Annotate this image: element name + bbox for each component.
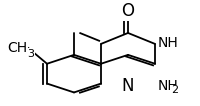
Text: O: O (122, 2, 134, 20)
Text: N: N (122, 77, 134, 95)
Text: NH: NH (158, 79, 179, 93)
Text: 3: 3 (28, 49, 35, 59)
Text: 2: 2 (171, 85, 178, 95)
Text: NH: NH (158, 36, 179, 50)
Text: CH: CH (7, 41, 28, 55)
